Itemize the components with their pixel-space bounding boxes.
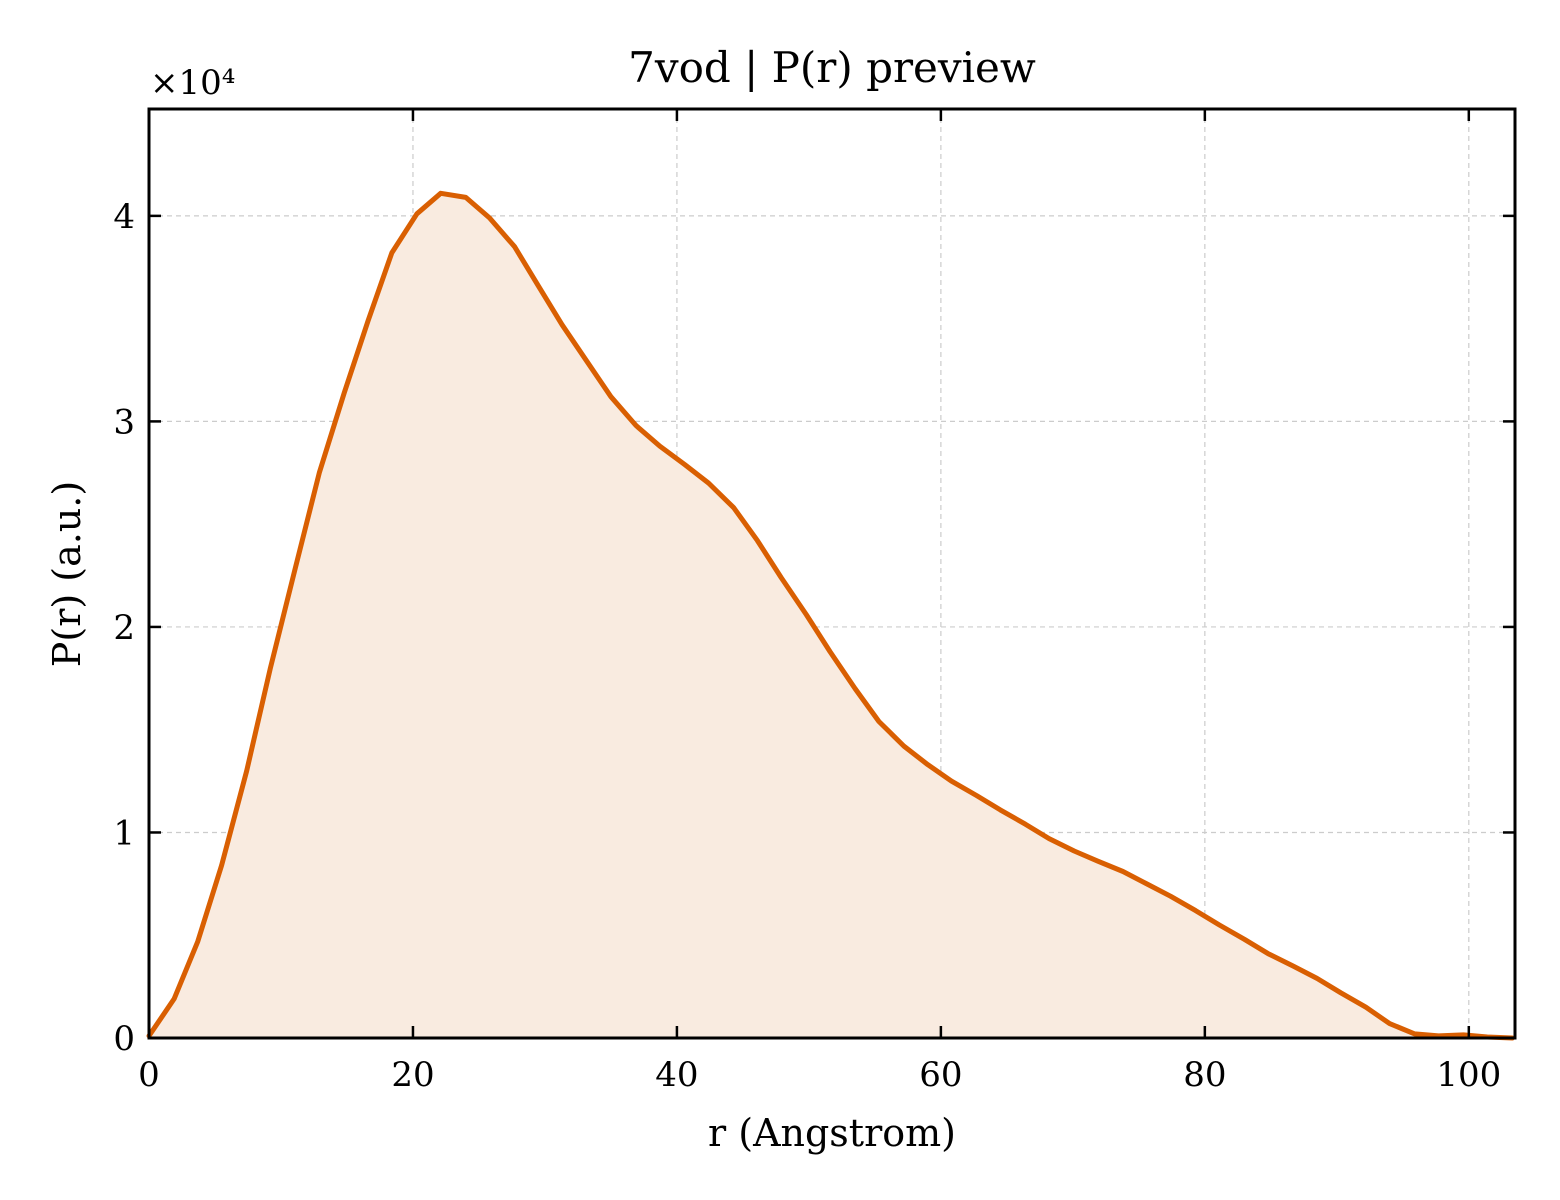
x-tick-label: 100 [1436, 1055, 1501, 1095]
x-axis-label: r (Angstrom) [708, 1111, 956, 1155]
y-tick-label: 3 [113, 402, 135, 442]
x-tick-label: 40 [655, 1055, 698, 1095]
series-area-fill [149, 193, 1513, 1039]
y-tick-label: 4 [113, 197, 135, 237]
series-line [146, 190, 1515, 1041]
x-tick-label: 20 [391, 1055, 434, 1095]
line-layer [146, 190, 1515, 1041]
x-tick-label: 80 [1183, 1055, 1226, 1095]
y-axis-multiplier: ×10⁴ [150, 63, 235, 103]
y-axis-label: P(r) (a.u.) [45, 481, 89, 667]
plot-frame [147, 107, 1517, 1040]
area-layer [149, 193, 1513, 1039]
chart-title: 7vod | P(r) preview [628, 43, 1036, 92]
y-tick-label: 2 [113, 608, 135, 648]
y-tick-labels: 0 1 2 3 4 [113, 197, 135, 1059]
tick-layer [147, 109, 1515, 1040]
x-tick-labels: 0 20 40 60 80 100 [138, 1055, 1501, 1095]
y-tick-label: 0 [113, 1019, 135, 1059]
x-tick-label: 0 [138, 1055, 160, 1095]
y-tick-label: 1 [113, 813, 135, 853]
x-tick-label: 60 [919, 1055, 962, 1095]
